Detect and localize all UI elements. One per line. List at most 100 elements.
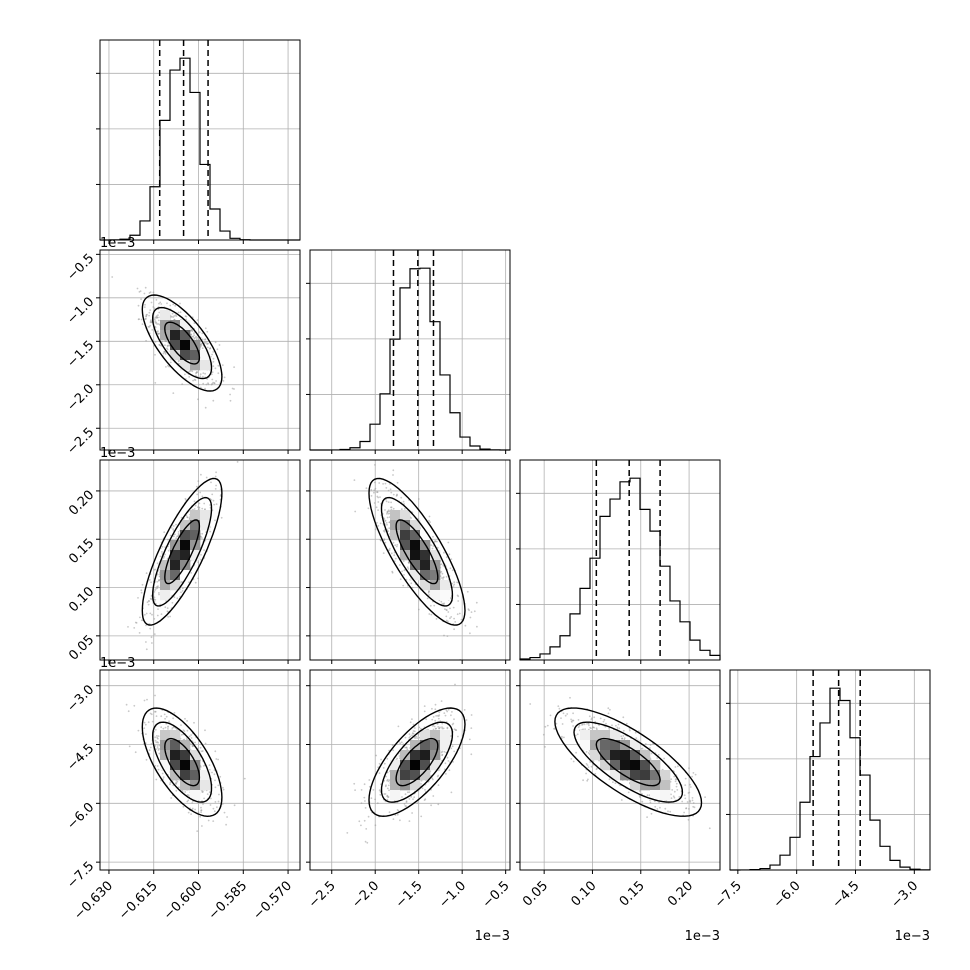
scatter-point <box>185 318 188 321</box>
scatter-point <box>388 549 391 552</box>
scatter-point <box>199 746 202 749</box>
scatter-point <box>201 338 204 341</box>
scatter-point <box>220 516 223 519</box>
scatter-point <box>200 473 202 476</box>
scatter-point <box>382 767 385 769</box>
scatter-point <box>154 340 157 343</box>
scatter-point <box>625 722 628 725</box>
scatter-point <box>153 618 156 620</box>
scatter-point <box>167 616 170 618</box>
scatter-point <box>646 816 648 818</box>
scatter-point <box>446 609 448 611</box>
scatter-point <box>436 546 439 549</box>
scatter-point <box>669 810 672 813</box>
scatter-point <box>373 502 376 504</box>
scatter-point <box>176 780 179 783</box>
scatter-point <box>394 544 397 547</box>
density-cell <box>190 770 201 781</box>
scatter-point <box>402 584 405 587</box>
density-cell <box>400 550 411 561</box>
scatter-point <box>190 813 193 815</box>
scatter-point <box>155 778 158 781</box>
scatter-point <box>191 370 194 373</box>
scatter-point <box>431 777 434 780</box>
scatter-point <box>148 314 151 317</box>
scatter-point <box>457 600 460 602</box>
scatter-point <box>442 576 445 578</box>
scatter-point <box>208 347 211 350</box>
scatter-point <box>204 327 207 330</box>
scatter-point <box>410 582 413 585</box>
scatter-point <box>411 812 413 814</box>
density-cell <box>170 580 181 591</box>
scatter-point <box>167 726 169 728</box>
density-cell <box>400 520 411 531</box>
scatter-point <box>190 737 193 739</box>
density-cell <box>160 330 171 341</box>
scatter-point <box>593 716 596 719</box>
scatter-point <box>208 764 211 766</box>
scatter-point <box>449 567 452 570</box>
scatter-point <box>137 597 139 599</box>
panel-frame <box>519 459 721 661</box>
scatter-point <box>150 301 153 304</box>
scatter-point <box>429 604 432 607</box>
density-cell <box>160 310 171 321</box>
scatter-point <box>148 579 151 581</box>
scatter-point <box>426 597 429 600</box>
contour-line <box>368 477 466 626</box>
scatter-point <box>614 782 617 785</box>
scatter-point <box>585 751 588 753</box>
scatter-point <box>561 735 563 738</box>
scatter-point <box>180 733 183 736</box>
density-cell <box>390 780 401 791</box>
scatter-point <box>147 603 150 606</box>
scatter-point <box>621 737 624 740</box>
scatter-point <box>222 380 225 382</box>
scatter-point <box>436 775 439 778</box>
scatter-point <box>221 364 224 366</box>
scatter-point <box>208 791 211 794</box>
scatter-point <box>385 500 388 503</box>
scatter-point <box>156 745 159 747</box>
scatter-point <box>670 797 673 800</box>
scatter-point <box>211 353 214 356</box>
scatter-point <box>171 312 174 315</box>
scatter-point <box>435 618 438 620</box>
scatter-point <box>424 789 426 791</box>
scatter-point <box>157 735 160 737</box>
density-cell <box>200 510 211 521</box>
scatter-point <box>406 748 409 751</box>
density-cell <box>410 780 421 791</box>
density-cell <box>650 760 661 771</box>
scatter-point <box>688 767 690 769</box>
scatter-point <box>188 370 191 373</box>
scatter-point <box>391 570 394 573</box>
scatter-point <box>214 519 216 522</box>
scatter-point <box>418 726 421 729</box>
contour-line <box>164 321 201 365</box>
scatter-point <box>207 346 209 349</box>
scatter-point <box>191 330 194 333</box>
scatter-point <box>184 791 187 793</box>
scatter-point <box>193 334 196 336</box>
scatter-point <box>195 335 198 338</box>
scatter-point <box>453 581 456 583</box>
density-cell <box>590 730 601 741</box>
scatter-point <box>180 516 183 519</box>
density-cell <box>170 550 181 561</box>
panel-frame <box>309 459 511 661</box>
scatter-point <box>153 318 156 321</box>
scatter-point <box>164 553 166 556</box>
scatter-point <box>150 713 153 716</box>
scatter-point <box>420 815 423 818</box>
density-cell <box>390 520 401 531</box>
scatter-point <box>408 562 410 564</box>
density-cell <box>410 570 421 581</box>
scatter-point <box>181 383 184 385</box>
density-cell <box>390 770 401 781</box>
scatter-point <box>196 319 199 322</box>
scatter-point <box>167 364 169 367</box>
scatter-point <box>388 811 391 814</box>
scatter-point <box>431 718 434 721</box>
